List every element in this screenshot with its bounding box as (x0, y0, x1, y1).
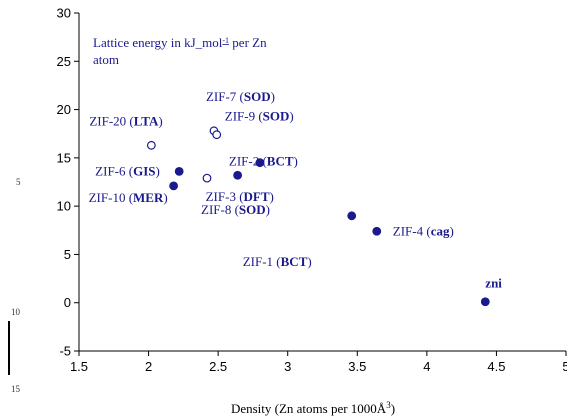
point-label: ZIF-1 (BCT) (243, 254, 312, 269)
point-label: ZIF-6 (GIS) (95, 163, 160, 178)
point-label: ZIF-7 (SOD) (206, 89, 275, 104)
ticks: -5 0 5 10 15 20 25 30 1.5 2 2.5 3 3.5 4 4.5 5 (57, 6, 567, 375)
x-axis-title-suffix: ) (391, 401, 395, 416)
point-label: ZIF-20 (LTA) (89, 113, 162, 128)
x-tick-label: 2.5 (209, 359, 227, 374)
note-line1-prefix: Lattice energy in kJ_mol (93, 35, 223, 50)
y-tick-label: -5 (59, 344, 71, 359)
note-line1-sup: -1 (222, 36, 229, 45)
filled-point (255, 158, 265, 168)
point-label: zni (485, 276, 502, 291)
x-axis-title-prefix: Density (Zn atoms per 1000Å (231, 401, 387, 416)
filled-point (174, 166, 184, 176)
data-points (146, 126, 490, 307)
filled-point (480, 297, 490, 307)
x-tick-label: 5 (562, 359, 567, 374)
filled-point (347, 211, 357, 221)
x-tick-label: 1.5 (70, 359, 88, 374)
x-tick-label: 3 (284, 359, 291, 374)
x-axis-title-sup: 3 (386, 400, 391, 410)
y-tick-label: 20 (57, 102, 71, 117)
margin-number-10: 10 (11, 307, 21, 317)
y-tick-label: 0 (64, 295, 71, 310)
point-label: ZIF-9 (SOD) (225, 109, 294, 124)
x-tick-label: 4 (423, 359, 430, 374)
y-tick-label: 30 (57, 6, 71, 21)
lattice-energy-note: Lattice energy in kJ_mol-1 per Zn atom (93, 35, 270, 67)
y-tick-label: 25 (57, 54, 71, 69)
filled-point (372, 226, 382, 236)
point-labels: ZIF-20 (LTA) ZIF-7 (SOD) ZIF-9 (SOD) ZIF-8 … (89, 89, 503, 291)
y-tick-label: 5 (64, 247, 71, 262)
note-line1-suffix: per Zn (229, 35, 267, 50)
point-label: ZIF-8 (SOD) (201, 202, 270, 217)
margin-number-15: 15 (11, 384, 21, 394)
point-label: ZIF-10 (MER) (89, 190, 168, 205)
open-point (146, 140, 156, 150)
filled-point (169, 181, 179, 191)
open-point (212, 130, 222, 140)
x-tick-label: 3.5 (348, 359, 366, 374)
point-label: ZIF-3 (DFT) (206, 189, 274, 204)
margin-number-5: 5 (16, 177, 21, 187)
y-tick-label: 15 (57, 150, 71, 165)
axes (78, 13, 566, 352)
filled-point (233, 170, 243, 180)
y-tick-label: 10 (57, 199, 71, 214)
x-tick-label: 2 (145, 359, 152, 374)
point-label: ZIF-4 (cag) (393, 223, 454, 238)
x-axis-title: Density (Zn atoms per 1000Å3) (231, 400, 395, 416)
note-line2: atom (93, 52, 119, 67)
x-tick-label: 4.5 (487, 359, 505, 374)
point-label: ZIF-2 (BCT) (229, 154, 298, 169)
open-point (202, 173, 212, 183)
